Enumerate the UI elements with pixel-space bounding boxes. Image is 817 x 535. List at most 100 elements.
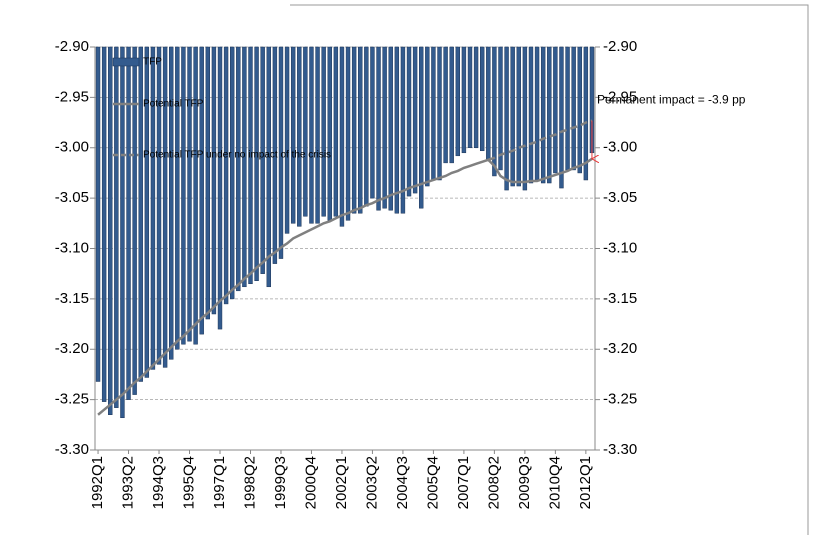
bar [345,46,351,221]
bar [315,46,320,224]
bar [162,46,168,368]
bar [150,46,156,370]
bar [559,46,564,189]
y-tick-label: -3.00 [55,139,89,156]
bar [540,46,546,184]
bar [223,46,229,305]
bar [114,46,119,408]
bar [449,46,454,164]
x-tick-label: 1997Q1 [211,456,228,509]
bar [376,46,381,211]
bar [419,46,424,209]
bar [217,46,223,330]
x-tick-label: 1998Q2 [241,456,258,509]
bar [278,46,284,259]
y2-tick-label: -3.15 [603,290,637,307]
bar [364,46,369,207]
bar [553,46,558,174]
y-tick-label: -3.15 [55,290,89,307]
bar [467,46,473,148]
bar [321,46,326,217]
bar [248,46,253,285]
bar [394,46,400,214]
bar [309,46,314,224]
bar [108,46,113,415]
bar [534,46,540,181]
bar [479,46,485,152]
bar [437,46,442,181]
bar [339,46,345,227]
bar [297,46,302,227]
bar [126,46,131,400]
x-tick-label: 2010Q4 [546,456,563,509]
bar [486,46,491,161]
bar [400,46,406,214]
y-tick-label: -3.05 [55,189,89,206]
bar [351,46,357,214]
bar [303,46,308,217]
bar [510,46,515,187]
y2-tick-label: -3.00 [603,139,637,156]
frame [290,4,809,535]
x-tick-label: 1999Q3 [272,456,289,509]
bar [504,46,509,191]
x-tick-label: 2007Q1 [455,456,472,509]
bar [571,46,576,171]
y2-tick-label: -3.05 [603,189,637,206]
x-tick-label: 1993Q2 [120,456,137,509]
bar [473,46,479,148]
bar [528,46,534,184]
bar [522,46,528,191]
y-tick-label: -3.10 [55,239,89,256]
x-tick-label: 1994Q3 [150,456,167,509]
x-tick-label: 2004Q3 [394,456,411,509]
bar [120,46,125,419]
bar [181,46,186,345]
bar [187,46,192,342]
bar [583,46,589,181]
bar [205,46,211,320]
y2-tick-label: -3.25 [603,391,637,408]
y2-tick-label: -3.10 [603,239,637,256]
bar [175,46,180,350]
y-tick-label: -3.25 [55,391,89,408]
legend-label: Potential TFP [143,99,204,110]
bar [327,46,332,221]
legend-label: Potential TFP under no impact of the cri… [143,150,331,161]
bar [156,46,162,365]
bar [284,46,290,234]
bar [461,46,467,154]
bar [443,46,448,164]
bar [193,46,198,345]
bar [455,46,461,157]
x-tick-label: 2003Q2 [363,456,380,509]
bar [333,46,339,217]
bar [498,46,503,171]
bar [412,46,418,194]
bar [260,46,265,274]
bar [254,46,259,281]
bar [406,46,412,197]
x-tick-label: 2000Q4 [302,456,319,509]
bar [229,46,235,300]
line [97,157,593,416]
legend-swatch [112,57,140,67]
y2-tick-label: -2.90 [603,38,637,55]
bar [138,46,143,382]
bar [290,46,296,224]
bar [577,46,582,174]
x-tick-label: 2002Q1 [333,456,350,509]
bar [95,46,101,382]
bar [382,46,387,209]
bar [132,46,137,395]
bar [169,46,174,360]
bar [547,46,552,184]
y-tick-label: -2.90 [55,38,89,55]
bar [236,46,241,292]
x-tick-label: 1995Q4 [180,456,197,509]
bar [242,46,247,288]
bar [199,46,204,335]
x-tick-label: 2012Q1 [577,456,594,509]
